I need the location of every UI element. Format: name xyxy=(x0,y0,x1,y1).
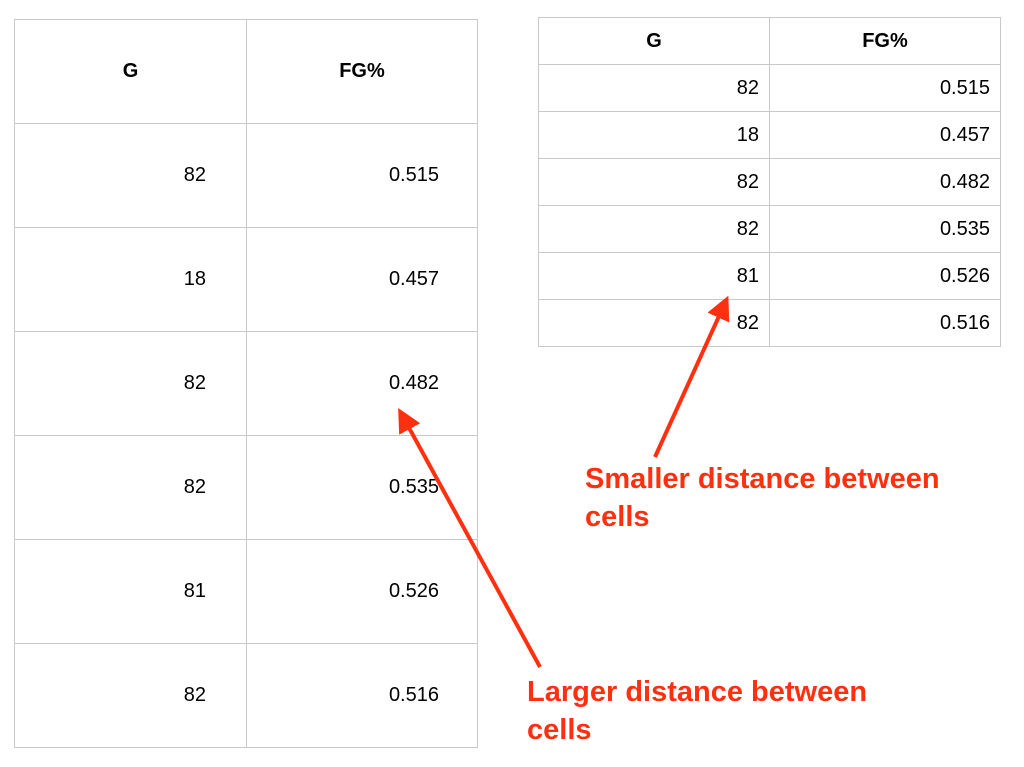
cell-g: 82 xyxy=(14,331,247,436)
cell-fg-pct: 0.482 xyxy=(246,331,478,436)
cell-g: 81 xyxy=(14,539,247,644)
table-row: 18 0.457 xyxy=(14,227,478,332)
annotation-line: Smaller distance between xyxy=(585,463,940,495)
column-header-fg-pct: FG% xyxy=(246,19,478,124)
annotation-smaller-distance: Smaller distance between cells xyxy=(585,460,1005,536)
table-row: 82 0.535 xyxy=(14,435,478,540)
table-row: 82 0.515 xyxy=(538,64,1001,112)
table-row: 82 0.482 xyxy=(538,158,1001,206)
cell-g: 82 xyxy=(538,299,770,347)
table-row: 82 0.482 xyxy=(14,331,478,436)
cell-g: 82 xyxy=(538,64,770,112)
cell-g: 82 xyxy=(538,158,770,206)
cell-g: 82 xyxy=(14,435,247,540)
table-row: 82 0.515 xyxy=(14,123,478,228)
cell-fg-pct: 0.457 xyxy=(246,227,478,332)
column-header-fg-pct: FG% xyxy=(769,17,1001,65)
cell-fg-pct: 0.526 xyxy=(769,252,1001,300)
cell-fg-pct: 0.535 xyxy=(769,205,1001,253)
cell-g: 81 xyxy=(538,252,770,300)
cell-fg-pct: 0.515 xyxy=(769,64,1001,112)
table-row: 82 0.535 xyxy=(538,205,1001,253)
annotation-larger-distance: Larger distance between cells xyxy=(527,673,947,749)
table-header-row: G FG% xyxy=(538,17,1001,65)
cell-fg-pct: 0.457 xyxy=(769,111,1001,159)
table-header-row: G FG% xyxy=(14,19,478,124)
table-row: 82 0.516 xyxy=(538,299,1001,347)
table-row: 18 0.457 xyxy=(538,111,1001,159)
table-row: 82 0.516 xyxy=(14,643,478,748)
annotation-line: cells xyxy=(585,501,650,533)
cell-fg-pct: 0.482 xyxy=(769,158,1001,206)
small-spacing-table: G FG% 82 0.515 18 0.457 82 0.482 82 0.53… xyxy=(538,17,1001,347)
table-row: 81 0.526 xyxy=(14,539,478,644)
annotation-line: cells xyxy=(527,714,592,746)
column-header-g: G xyxy=(538,17,770,65)
cell-fg-pct: 0.515 xyxy=(246,123,478,228)
cell-fg-pct: 0.516 xyxy=(246,643,478,748)
cell-g: 82 xyxy=(538,205,770,253)
cell-fg-pct: 0.535 xyxy=(246,435,478,540)
annotation-line: Larger distance between xyxy=(527,676,868,708)
cell-fg-pct: 0.516 xyxy=(769,299,1001,347)
large-spacing-table: G FG% 82 0.515 18 0.457 82 0.482 82 0.53… xyxy=(14,19,478,748)
cell-fg-pct: 0.526 xyxy=(246,539,478,644)
cell-g: 82 xyxy=(14,123,247,228)
cell-g: 18 xyxy=(538,111,770,159)
cell-g: 18 xyxy=(14,227,247,332)
column-header-g: G xyxy=(14,19,247,124)
table-row: 81 0.526 xyxy=(538,252,1001,300)
cell-g: 82 xyxy=(14,643,247,748)
